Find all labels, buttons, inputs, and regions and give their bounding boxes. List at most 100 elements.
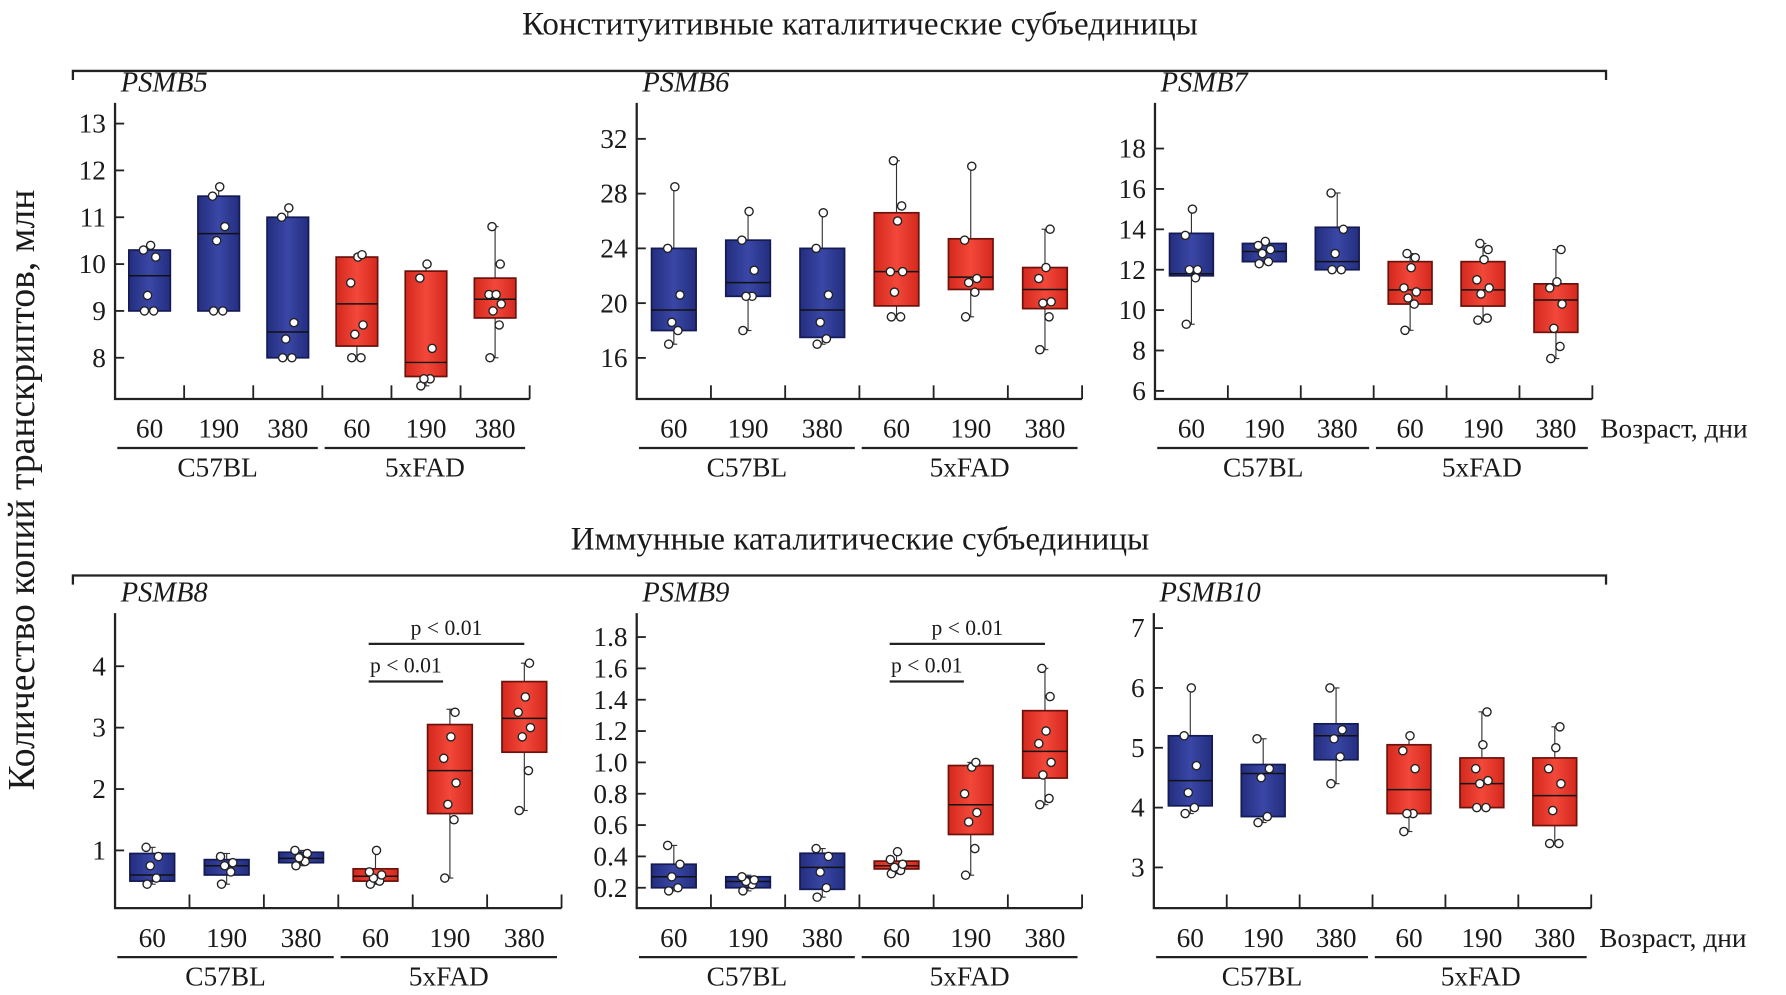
data-point — [737, 235, 747, 245]
data-point — [1472, 275, 1482, 285]
data-point — [1046, 757, 1056, 768]
y-tick-label: 0.2 — [593, 873, 627, 903]
data-point — [1405, 731, 1415, 741]
data-point — [276, 212, 287, 223]
y-tick-label: 0.6 — [593, 810, 627, 840]
panel-title: PSMB8 — [120, 578, 208, 609]
data-point — [670, 181, 680, 192]
data-point — [1470, 763, 1481, 774]
data-point — [1044, 312, 1054, 322]
data-point — [1180, 230, 1191, 241]
data-point — [218, 306, 228, 316]
data-point — [523, 765, 534, 776]
data-point — [153, 851, 164, 862]
data-point — [666, 317, 677, 328]
data-point — [451, 778, 461, 788]
data-point — [1546, 353, 1556, 364]
box-c57bl-190 — [197, 195, 241, 312]
data-point — [1483, 244, 1493, 255]
box-5xfad-380 — [1532, 757, 1578, 827]
group-label: C57BL — [1222, 962, 1302, 992]
data-point — [811, 843, 821, 854]
data-point — [673, 882, 683, 893]
data-point — [1034, 738, 1044, 749]
data-point — [1475, 238, 1485, 249]
data-point — [287, 352, 297, 363]
data-point — [1410, 763, 1420, 774]
data-point — [1399, 826, 1409, 837]
data-point — [150, 252, 161, 262]
data-point — [892, 846, 903, 857]
data-point — [1329, 734, 1339, 744]
box-c57bl-190 — [724, 239, 772, 298]
x-tick-label: 60 — [1396, 414, 1423, 444]
data-point — [345, 278, 356, 288]
group-label: C57BL — [1223, 452, 1303, 482]
x-tick-label: 190 — [405, 414, 446, 444]
data-point — [491, 289, 501, 300]
data-point — [214, 182, 225, 192]
axes — [1152, 613, 1592, 910]
data-point — [357, 249, 367, 260]
data-point — [663, 886, 674, 896]
data-point — [749, 265, 759, 276]
data-point — [427, 343, 437, 354]
data-point — [1183, 787, 1194, 798]
data-point — [1184, 264, 1195, 275]
axes — [113, 102, 530, 401]
x-axis-label: Возраст, дни — [1600, 414, 1747, 444]
data-point — [738, 325, 748, 336]
panel-psmb5: PSMB5 8 9 10 11 12 13 60 190 380 60 190 380 C57BL 5xFA… — [79, 67, 531, 482]
data-point — [141, 842, 151, 853]
y-tick-label: 0.8 — [593, 779, 627, 809]
data-point — [1399, 283, 1409, 293]
data-point — [1045, 691, 1055, 702]
data-point — [1041, 726, 1051, 736]
box-5xfad-190 — [404, 270, 448, 378]
x-tick-label: 60 — [883, 923, 910, 953]
data-point — [1475, 778, 1485, 789]
data-point — [959, 788, 970, 799]
y-axis-label: Количество копий транскриптов, млн — [2, 190, 43, 791]
data-point — [346, 352, 357, 363]
data-point — [972, 273, 982, 284]
x-tick-label: 190 — [206, 923, 247, 953]
data-point — [888, 155, 899, 166]
data-point — [1037, 663, 1047, 674]
x-tick-label: 380 — [475, 414, 516, 444]
data-point — [1473, 315, 1483, 325]
data-point — [1253, 817, 1263, 828]
data-point — [1186, 683, 1197, 693]
data-point — [350, 329, 360, 340]
significance-label: p < 0.01 — [931, 616, 1003, 640]
box-c57bl-380 — [1313, 722, 1359, 761]
y-tick-label: 6 — [1132, 376, 1146, 406]
data-point — [1256, 772, 1266, 783]
data-point — [741, 291, 751, 302]
y-tick-label: 20 — [600, 288, 627, 318]
data-point — [1336, 264, 1347, 275]
data-point — [885, 266, 896, 277]
y-tick-label: 1.4 — [593, 685, 627, 715]
data-point — [1034, 273, 1044, 284]
data-point — [219, 860, 230, 871]
data-point — [1478, 739, 1488, 750]
y-tick-label: 3 — [1131, 853, 1145, 883]
data-point — [277, 352, 288, 363]
data-point — [145, 860, 155, 871]
group-label: 5xFAD — [385, 452, 465, 482]
section-title-immune: Иммунные каталитические субъединицы — [571, 521, 1149, 557]
panel-title: PSMB10 — [1159, 578, 1261, 609]
data-point — [1549, 323, 1559, 334]
data-point — [1038, 298, 1048, 308]
data-point — [449, 814, 459, 825]
data-point — [216, 879, 227, 889]
x-tick-label: 380 — [1024, 923, 1065, 953]
data-point — [662, 840, 673, 851]
x-tick-label: 60 — [1395, 923, 1422, 953]
data-point — [675, 859, 685, 870]
y-tick-label: 13 — [79, 109, 106, 139]
data-point — [450, 707, 460, 718]
data-point — [215, 851, 226, 862]
data-point — [1476, 289, 1486, 299]
